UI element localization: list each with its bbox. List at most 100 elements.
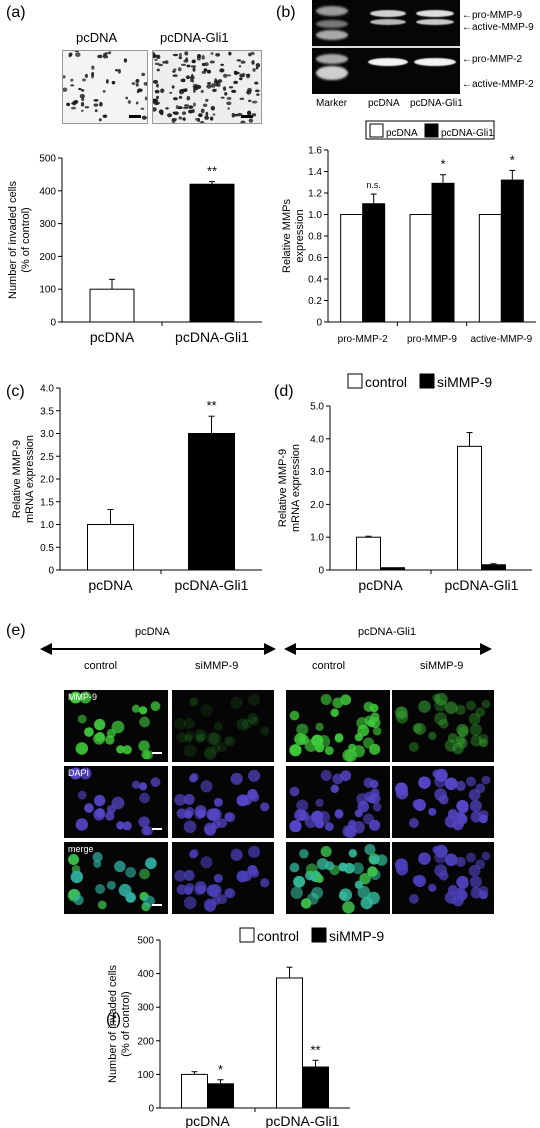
cell xyxy=(352,745,365,758)
cell xyxy=(248,845,261,858)
invaded-cell xyxy=(178,89,185,95)
cell xyxy=(418,700,431,713)
cell xyxy=(432,693,441,702)
cell xyxy=(213,873,223,883)
invaded-cell xyxy=(239,73,245,78)
invaded-cell xyxy=(207,81,212,85)
invaded-cell xyxy=(246,90,252,95)
bar xyxy=(380,567,405,571)
cell xyxy=(320,694,332,706)
cell xyxy=(208,732,222,745)
micrograph-merge-1 xyxy=(172,842,274,914)
bar xyxy=(362,203,386,323)
cell xyxy=(296,799,309,812)
cell xyxy=(296,723,309,736)
lane-label-marker: Marker xyxy=(316,98,348,109)
invaded-cell xyxy=(251,100,258,104)
invaded-cell xyxy=(179,52,182,58)
y-tick-label: 0.4 xyxy=(308,275,322,286)
pro-mmp9-band-gli1 xyxy=(416,10,454,17)
cell xyxy=(466,776,476,787)
arrow-left-icon: ← xyxy=(462,79,472,90)
invaded-cell xyxy=(167,113,173,118)
pro-mmp2-band-pcdna xyxy=(368,58,408,66)
invaded-cell xyxy=(68,54,72,58)
cell xyxy=(354,880,364,889)
cell xyxy=(139,792,150,804)
scale-bar xyxy=(152,828,162,830)
cell xyxy=(79,691,92,704)
cell xyxy=(150,777,161,788)
invaded-cell xyxy=(144,96,147,101)
significance-label: n.s. xyxy=(366,180,381,190)
cell xyxy=(348,849,358,858)
invaded-cell xyxy=(226,101,232,106)
chart-d: (d) 0 1.0 2.0 3.0 4.0 5.0 Relative MMP-9mRNA ex… xyxy=(274,373,532,593)
cell xyxy=(311,886,324,899)
cell xyxy=(470,811,483,823)
bar xyxy=(302,1066,329,1109)
cell xyxy=(145,857,157,870)
chart-a: 0 100 200 300 400 500 Number of invaded cells(… xyxy=(7,154,262,345)
cell xyxy=(260,878,270,888)
cell xyxy=(224,736,233,746)
cell xyxy=(434,699,447,712)
cell xyxy=(183,820,197,834)
row-label-merge: merge xyxy=(68,844,94,854)
cell xyxy=(369,717,381,729)
invaded-cell xyxy=(172,111,176,115)
cell xyxy=(317,811,331,824)
cell xyxy=(125,866,137,878)
cell xyxy=(190,696,199,706)
cell xyxy=(444,891,458,904)
cell xyxy=(75,818,89,831)
invaded-cell xyxy=(104,52,109,55)
micrograph-dapi-1 xyxy=(172,766,274,838)
invaded-cell xyxy=(105,79,109,84)
bar xyxy=(409,214,433,323)
invaded-cell xyxy=(236,59,242,62)
invaded-cell xyxy=(196,84,202,89)
invaded-cell xyxy=(136,90,140,94)
invaded-cell xyxy=(177,67,182,72)
cell xyxy=(184,810,193,819)
category-label: pcDNA-Gli1 xyxy=(175,577,249,593)
cell xyxy=(230,696,243,709)
lane-label-pcdna: pcDNA xyxy=(368,98,400,109)
invaded-cell xyxy=(239,77,243,81)
cell xyxy=(184,731,195,741)
cell xyxy=(260,802,270,812)
invaded-cell xyxy=(188,109,193,114)
cell xyxy=(250,792,260,802)
panel-a-label: (a) xyxy=(6,4,26,21)
invaded-cell xyxy=(250,51,255,56)
invaded-cell xyxy=(246,110,252,116)
invaded-cell xyxy=(140,107,145,110)
cell xyxy=(444,739,458,752)
invaded-cell xyxy=(195,118,198,121)
cell xyxy=(478,733,489,744)
cell xyxy=(363,777,374,788)
invaded-cell xyxy=(188,105,194,109)
invaded-cell xyxy=(201,70,207,74)
bar xyxy=(500,179,524,323)
cell xyxy=(434,692,448,706)
bar xyxy=(87,524,134,571)
invaded-cell xyxy=(93,103,99,107)
invaded-cell xyxy=(210,83,216,88)
legend-swatch xyxy=(369,123,384,138)
cell xyxy=(456,799,469,813)
cell xyxy=(444,701,458,715)
cell xyxy=(356,717,369,729)
cell xyxy=(334,733,344,742)
cell xyxy=(225,736,236,747)
y-tick-label: 500 xyxy=(39,154,56,165)
band-label-active-mmp9: ←active-MMP-9 xyxy=(462,22,534,33)
legend-swatch xyxy=(311,927,327,943)
cell xyxy=(176,808,187,819)
cell xyxy=(375,854,388,866)
invaded-cell xyxy=(143,82,147,86)
cell xyxy=(330,784,339,793)
invaded-cell xyxy=(80,109,84,112)
cell xyxy=(469,799,482,812)
